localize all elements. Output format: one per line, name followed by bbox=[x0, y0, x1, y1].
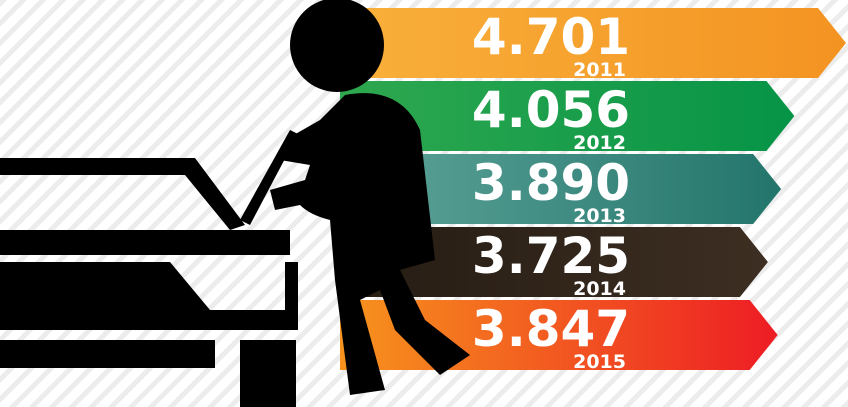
bar bbox=[340, 227, 768, 297]
bars: 4.70120114.05620123.89020133.72520143.84… bbox=[340, 8, 846, 373]
bar bbox=[340, 81, 795, 151]
value-label: 3.847 bbox=[472, 300, 630, 358]
category-label: 2013 bbox=[573, 205, 626, 227]
value-label: 4.701 bbox=[472, 8, 630, 66]
silhouette bbox=[0, 0, 470, 407]
bar bbox=[340, 154, 782, 224]
category-label: 2011 bbox=[573, 59, 626, 81]
category-label: 2015 bbox=[573, 351, 626, 373]
value-label: 4.056 bbox=[472, 81, 630, 139]
category-label: 2012 bbox=[573, 132, 626, 154]
value-label: 3.725 bbox=[472, 227, 630, 285]
value-label: 3.890 bbox=[472, 154, 630, 212]
category-label: 2014 bbox=[573, 278, 626, 300]
bar bbox=[340, 8, 846, 78]
